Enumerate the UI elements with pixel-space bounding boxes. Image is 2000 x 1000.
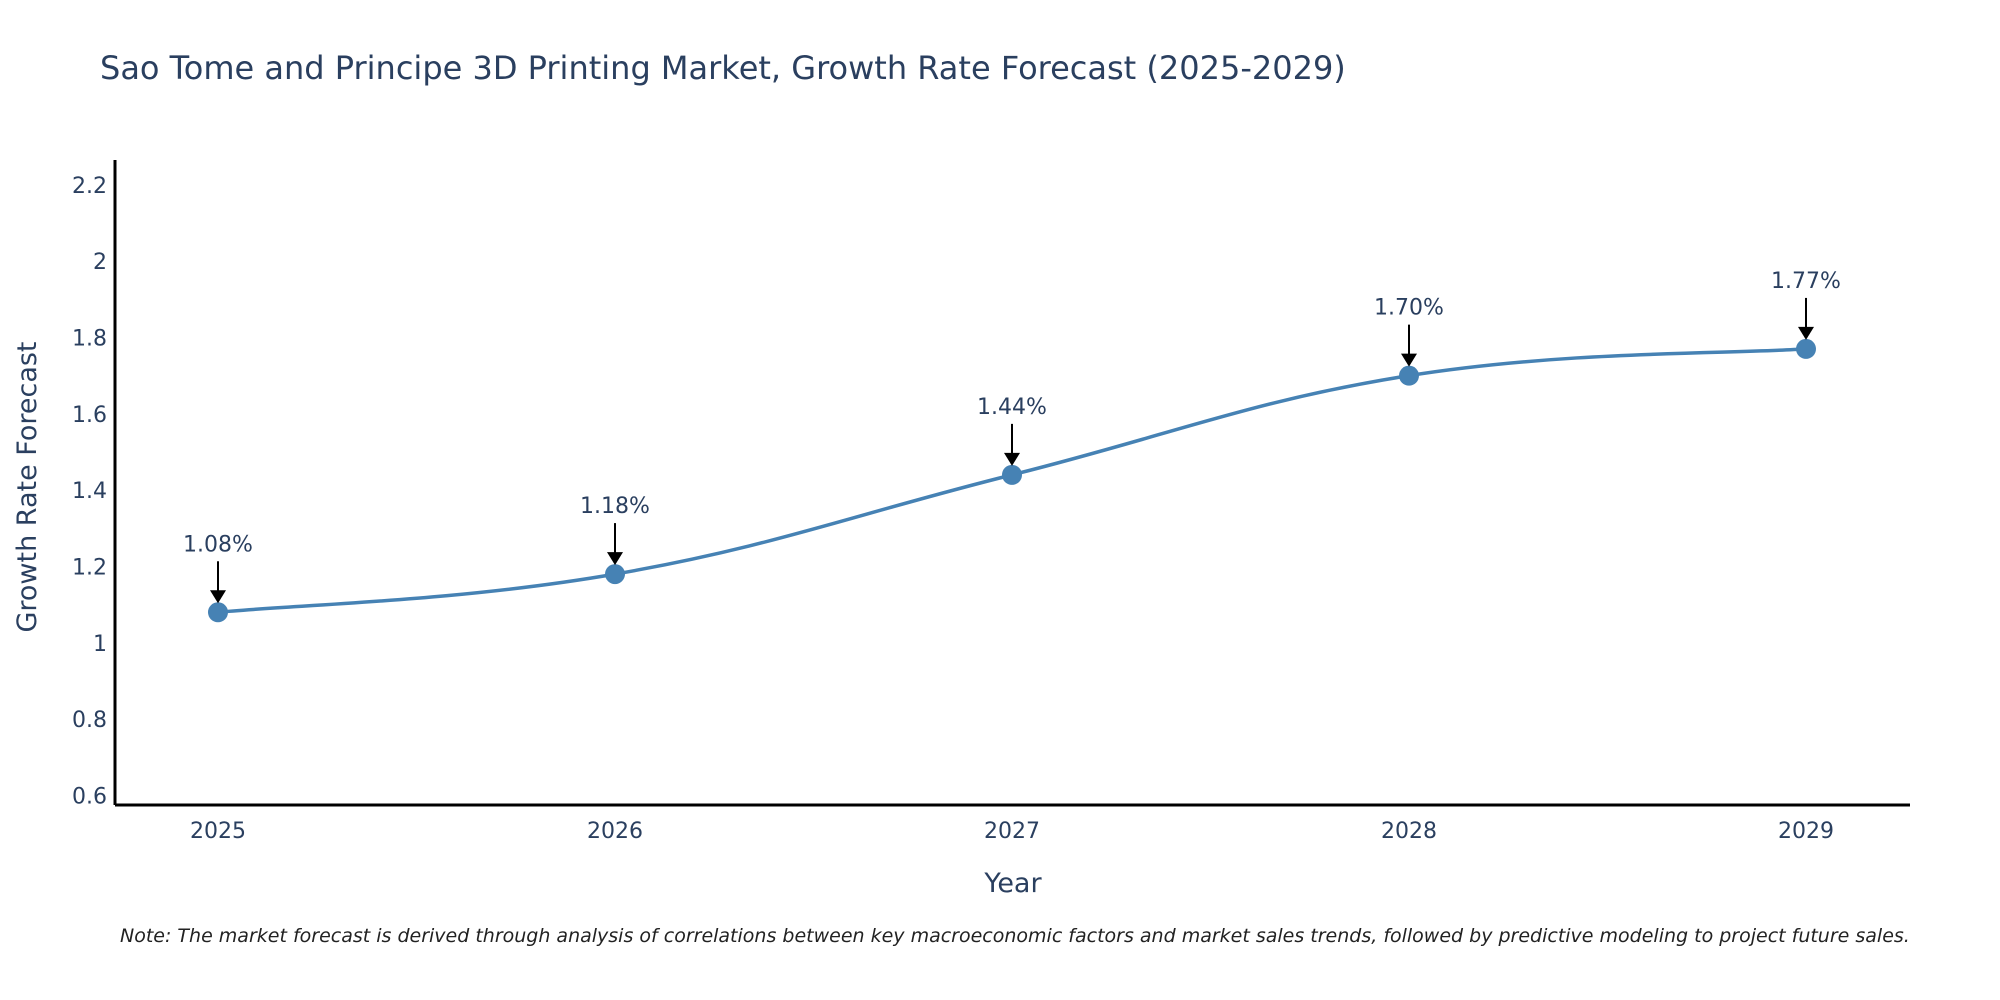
x-tick-label: 2026 (587, 819, 643, 844)
data-label: 1.18% (580, 494, 650, 519)
y-tick-label: 1.8 (72, 326, 107, 351)
y-axis-ticks: 0.6 0.8 1 1.2 1.4 1.6 1.8 2 2.2 (72, 174, 107, 810)
annotation-arrow-head (1401, 353, 1417, 367)
y-tick-label: 1 (93, 632, 107, 657)
y-tick-label: 2.2 (72, 174, 107, 199)
x-tick-label: 2027 (984, 819, 1040, 844)
y-tick-label: 2 (93, 250, 107, 275)
x-tick-label: 2025 (190, 819, 246, 844)
y-axis-title: Growth Rate Forecast (12, 341, 43, 632)
y-tick-label: 1.6 (72, 403, 107, 428)
x-axis-ticks: 2025 2026 2027 2028 2029 (190, 819, 1834, 844)
annotation-arrow-head (1798, 326, 1814, 340)
x-tick-label: 2029 (1778, 819, 1834, 844)
y-tick-label: 0.8 (72, 708, 107, 733)
annotation-arrow-head (607, 552, 623, 566)
annotation-arrow-head (1004, 452, 1020, 466)
data-point-marker (1002, 464, 1022, 485)
y-tick-label: 0.6 (72, 784, 107, 809)
y-tick-label: 1.4 (72, 479, 107, 504)
data-label: 1.08% (183, 532, 253, 557)
x-axis-title: Year (983, 868, 1042, 899)
data-annotations: 1.08% 1.18% 1.44% 1.70% 1.77% (183, 269, 1841, 604)
data-point-marker (208, 602, 228, 623)
data-markers (208, 338, 1816, 623)
annotation-arrow-head (210, 590, 226, 604)
footnote: Note: The market forecast is derived thr… (120, 925, 1910, 947)
data-label: 1.70% (1374, 296, 1444, 321)
y-tick-label: 1.2 (72, 555, 107, 580)
data-point-marker (605, 564, 625, 585)
data-point-marker (1399, 365, 1419, 386)
data-label: 1.44% (977, 395, 1047, 420)
chart-title: Sao Tome and Principe 3D Printing Market… (100, 49, 1346, 87)
data-point-marker (1796, 338, 1816, 359)
x-tick-label: 2028 (1381, 819, 1437, 844)
data-label: 1.77% (1771, 269, 1841, 294)
